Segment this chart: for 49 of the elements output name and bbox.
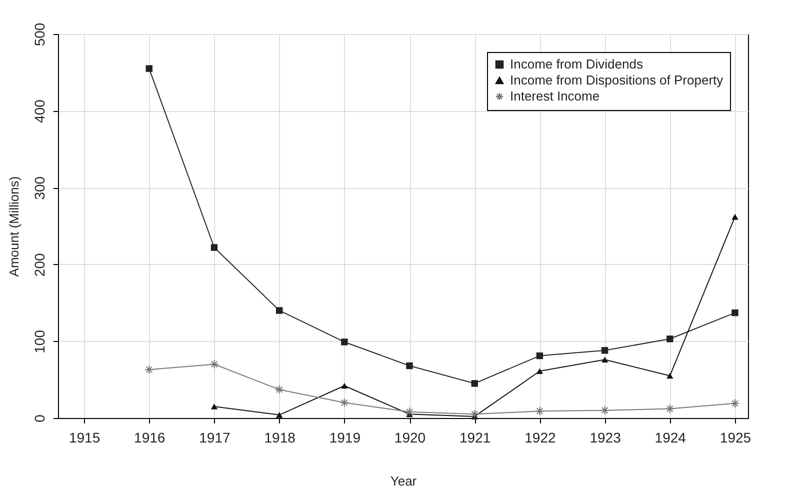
x-tick-label: 1925 <box>720 430 752 446</box>
point <box>340 398 350 408</box>
point <box>210 404 218 410</box>
y-tick-label: 400 <box>32 99 48 123</box>
point <box>536 368 544 374</box>
x-tick-label: 1915 <box>68 430 100 446</box>
point <box>404 407 414 417</box>
point <box>341 338 348 346</box>
x-tick-label: 1921 <box>460 430 491 446</box>
point <box>601 356 608 363</box>
point <box>471 380 478 387</box>
y-tick-label: 0 <box>32 414 48 422</box>
point <box>341 382 348 389</box>
x-tick-label: 1916 <box>134 430 166 446</box>
legend-label: Interest Income <box>510 88 600 104</box>
y-tick-label: 500 <box>32 22 48 46</box>
x-tick-label: 1924 <box>654 430 686 446</box>
y-tick-label: 100 <box>32 330 48 354</box>
point <box>274 384 284 394</box>
point <box>600 406 610 416</box>
x-axis-title: Year <box>390 474 418 488</box>
x-tick-label: 1922 <box>524 430 556 446</box>
point <box>666 336 674 342</box>
y-tick-label: 200 <box>32 253 48 277</box>
point <box>536 352 544 360</box>
x-tick-label: 1923 <box>590 430 622 446</box>
legend-label: Income from Dividends <box>510 56 644 72</box>
y-axis-title: Amount (Millions) <box>6 176 22 277</box>
point <box>665 404 675 414</box>
y-tick-label: 300 <box>32 176 48 200</box>
x-tick-label: 1919 <box>329 430 361 446</box>
point <box>144 364 154 374</box>
point <box>732 309 738 316</box>
point <box>276 412 283 418</box>
point <box>601 347 608 354</box>
x-tick-label: 1920 <box>394 430 426 446</box>
point <box>210 360 219 369</box>
point <box>732 214 738 220</box>
point <box>535 406 544 416</box>
point <box>406 362 413 370</box>
point <box>666 372 674 379</box>
point <box>210 244 218 251</box>
x-tick-label: 1917 <box>199 430 231 446</box>
point <box>276 307 283 314</box>
legend-label: Income from Dispositions of Property <box>510 72 724 88</box>
point <box>470 409 480 419</box>
x-tick-label: 1918 <box>264 430 296 446</box>
point <box>730 398 740 408</box>
point <box>146 65 152 72</box>
